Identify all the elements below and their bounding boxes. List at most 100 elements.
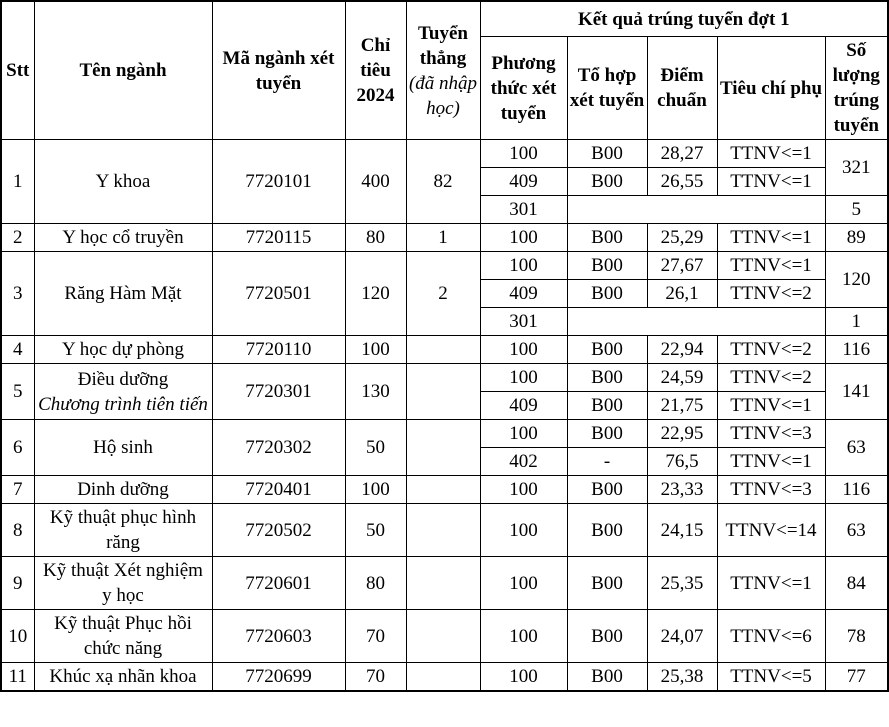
cell-phuong-thuc: 100 <box>479 609 568 663</box>
cell-ten-nganh: Kỹ thuật Xét nghiệm y học <box>33 556 213 610</box>
cell-stt: 1 <box>0 139 35 224</box>
cell-ma-nganh: 7720101 <box>211 139 346 224</box>
cell-ten-nganh: Y học cổ truyền <box>33 223 213 252</box>
header-phuong-thuc: Phương thức xét tuyển <box>479 36 568 140</box>
cell-tieu-chi: TTNV<=6 <box>716 609 826 663</box>
table-row: 409 B00 26,55 TTNV<=1 <box>1 167 888 196</box>
header-ket-qua: Kết quả trúng tuyển đợt 1 <box>479 0 889 37</box>
cell-to-hop: B00 <box>566 609 648 663</box>
cell-diem-chuan: 22,95 <box>646 419 718 448</box>
cell-stt: 3 <box>0 251 35 336</box>
table-row: 8 Kỹ thuật phục hình răng 7720502 50 100 B00 2… <box>0 503 889 557</box>
cell-phuong-thuc: 301 <box>479 195 568 224</box>
header-diem-chuan: Điểm chuẩn <box>646 36 718 140</box>
cell-to-hop: B00 <box>566 139 648 168</box>
cell-so-luong: 116 <box>824 475 889 504</box>
cell-stt: 8 <box>0 503 35 557</box>
cell-ma-nganh: 7720302 <box>211 419 346 476</box>
cell-stt: 7 <box>0 475 35 504</box>
cell-tieu-chi: TTNV<=1 <box>716 556 826 610</box>
cell-ten-nganh: Kỹ thuật Phục hồi chức năng <box>33 609 213 663</box>
cell-tuyen-thang <box>405 363 481 420</box>
cell-to-hop: - <box>566 447 648 476</box>
cell-diem-chuan: 28,27 <box>646 139 718 168</box>
header-stt: Stt <box>0 0 35 140</box>
cell-tieu-chi: TTNV<=3 <box>716 475 826 504</box>
cell-diem-chuan: 26,55 <box>646 167 718 196</box>
cell-so-luong: 78 <box>824 609 889 663</box>
major-name: Y học dự phòng <box>62 339 184 360</box>
header-tuyen-thang-label: Tuyển thẳng <box>418 22 468 69</box>
cell-so-luong: 1 <box>824 307 889 336</box>
major-name-note: Chương trình tiên tiến <box>38 393 208 415</box>
cell-to-hop: B00 <box>566 251 648 280</box>
cell-so-luong: 63 <box>824 419 889 476</box>
cell-to-hop: B00 <box>566 335 648 364</box>
cell-stt: 9 <box>0 556 35 610</box>
major-name: Y học cổ truyền <box>62 227 184 248</box>
cell-stt: 4 <box>0 335 35 364</box>
cell-ma-nganh: 7720401 <box>211 475 346 504</box>
cell-tieu-chi: TTNV<=2 <box>716 335 826 364</box>
table-row: 9 Kỹ thuật Xét nghiệm y học 7720601 80 100 B0… <box>0 556 889 610</box>
cell-tieu-chi: TTNV<=1 <box>716 223 826 252</box>
cell-merged-empty <box>566 195 826 224</box>
cell-ma-nganh: 7720115 <box>211 223 346 252</box>
cell-phuong-thuc: 409 <box>479 279 568 308</box>
table-row: 6 Hộ sinh 7720302 50 100 B00 22,95 TTNV<=3 63 <box>0 419 889 476</box>
header-chi-tieu: Chỉ tiêu 2024 <box>344 0 407 140</box>
cell-ma-nganh: 7720501 <box>211 251 346 336</box>
header-row-sub: Phương thức xét tuyển Tổ hợp xét tuyển Đ… <box>1 36 889 140</box>
cell-tieu-chi: TTNV<=5 <box>716 662 826 692</box>
cell-phuong-thuc: 100 <box>479 139 568 168</box>
cell-ma-nganh: 7720601 <box>211 556 346 610</box>
cell-tuyen-thang: 2 <box>405 251 481 336</box>
cell-so-luong: 63 <box>824 503 889 557</box>
cell-to-hop: B00 <box>566 391 648 420</box>
cell-diem-chuan: 24,59 <box>646 363 718 392</box>
major-name: Kỹ thuật Xét nghiệm y học <box>43 560 203 606</box>
table-row: 5 Điều dưỡng Chương trình tiên tiến 7720301… <box>0 363 889 420</box>
cell-chi-tieu: 70 <box>344 609 407 663</box>
cell-chi-tieu: 80 <box>344 223 407 252</box>
cell-so-luong: 321 <box>824 139 889 196</box>
cell-chi-tieu: 130 <box>344 363 407 420</box>
table-row: 1 Y khoa 7720101 400 82 100 B00 28,27 TTNV<=1 321 <box>0 139 889 224</box>
cell-so-luong: 141 <box>824 363 889 420</box>
header-ten-nganh: Tên ngành <box>33 0 213 140</box>
table-row: 402-76,5 TTNV<=1 <box>1 447 888 476</box>
table-row: 3 Răng Hàm Mặt 7720501 120 2 100 B00 27,67 TTNV<… <box>0 251 889 336</box>
cell-ten-nganh: Dinh dưỡng <box>33 475 213 504</box>
cell-to-hop: B00 <box>566 419 648 448</box>
cell-phuong-thuc: 100 <box>479 419 568 448</box>
cell-merged-empty <box>566 307 826 336</box>
cell-diem-chuan: 21,75 <box>646 391 718 420</box>
header-tuyen-thang: Tuyển thẳng (đã nhập học) <box>405 0 481 140</box>
major-name: Khúc xạ nhãn khoa <box>49 666 197 687</box>
cell-so-luong: 116 <box>824 335 889 364</box>
cell-to-hop: B00 <box>566 662 648 692</box>
cell-ma-nganh: 7720301 <box>211 363 346 420</box>
cell-tuyen-thang: 1 <box>405 223 481 252</box>
cell-ten-nganh: Khúc xạ nhãn khoa <box>33 662 213 692</box>
major-name: Y khoa <box>95 171 151 192</box>
cell-phuong-thuc: 100 <box>479 503 568 557</box>
cell-tuyen-thang <box>405 503 481 557</box>
cell-diem-chuan: 24,07 <box>646 609 718 663</box>
cell-ten-nganh: Hộ sinh <box>33 419 213 476</box>
cell-diem-chuan: 25,35 <box>646 556 718 610</box>
cell-diem-chuan: 24,15 <box>646 503 718 557</box>
cell-diem-chuan: 76,5 <box>646 447 718 476</box>
cell-to-hop: B00 <box>566 556 648 610</box>
cell-to-hop: B00 <box>566 503 648 557</box>
cell-phuong-thuc: 100 <box>479 475 568 504</box>
cell-so-luong: 77 <box>824 662 889 692</box>
cell-diem-chuan: 26,1 <box>646 279 718 308</box>
cell-ten-nganh: Y khoa <box>33 139 213 224</box>
cell-to-hop: B00 <box>566 167 648 196</box>
cell-ten-nganh: Kỹ thuật phục hình răng <box>33 503 213 557</box>
cell-so-luong: 120 <box>824 251 889 308</box>
admission-results-table: Stt Tên ngành Mã ngành xét tuyển Chỉ tiê… <box>0 0 889 692</box>
cell-phuong-thuc: 402 <box>479 447 568 476</box>
cell-chi-tieu: 100 <box>344 335 407 364</box>
